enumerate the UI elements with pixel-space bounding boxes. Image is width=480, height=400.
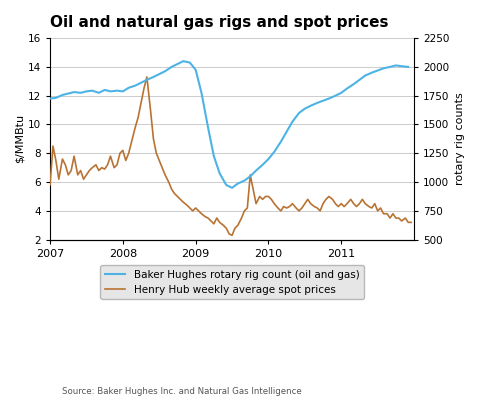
Legend: Baker Hughes rotary rig count (oil and gas), Henry Hub weekly average spot price: Baker Hughes rotary rig count (oil and g… bbox=[100, 265, 364, 299]
Y-axis label: rotary rig counts: rotary rig counts bbox=[455, 92, 465, 185]
Text: Oil and natural gas rigs and spot prices: Oil and natural gas rigs and spot prices bbox=[50, 15, 388, 30]
Text: Source: Baker Hughes Inc. and Natural Gas Intelligence: Source: Baker Hughes Inc. and Natural Ga… bbox=[62, 387, 302, 396]
Y-axis label: $/MMBtu: $/MMBtu bbox=[15, 114, 25, 164]
